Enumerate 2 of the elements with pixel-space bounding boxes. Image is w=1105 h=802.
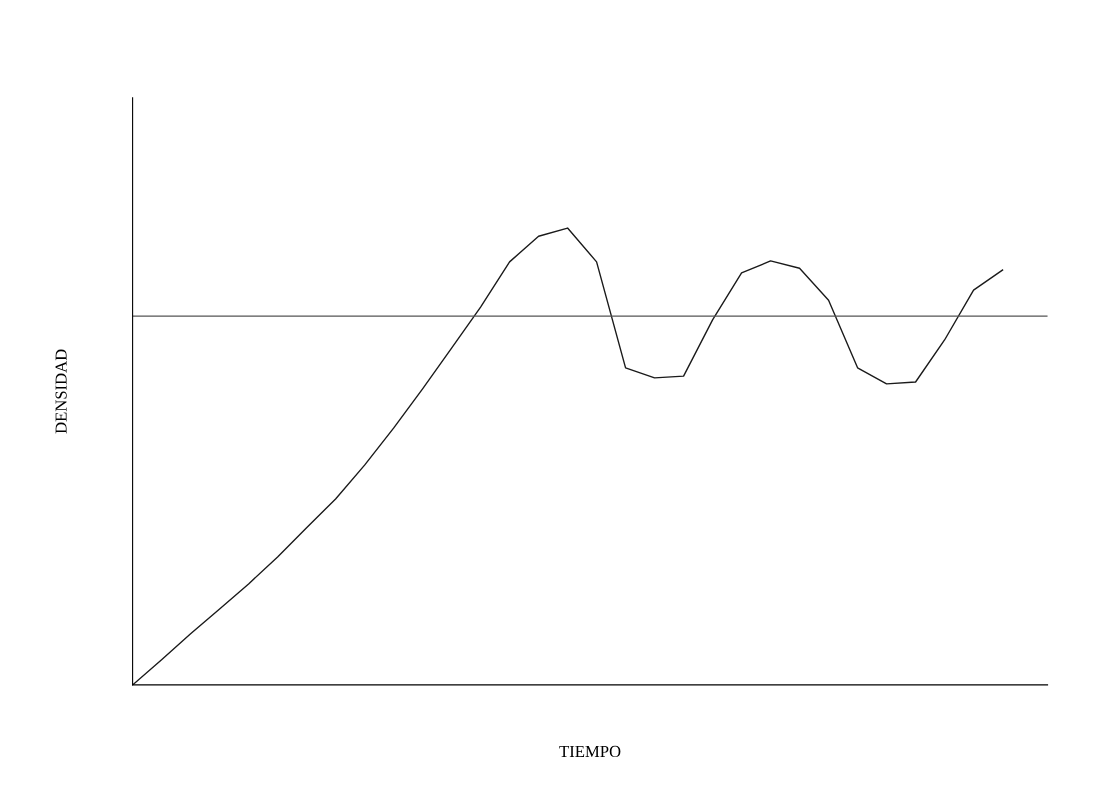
x-axis-title: TIEMPO [559,745,621,758]
y-axis-title: DENSIDAD [55,349,67,434]
